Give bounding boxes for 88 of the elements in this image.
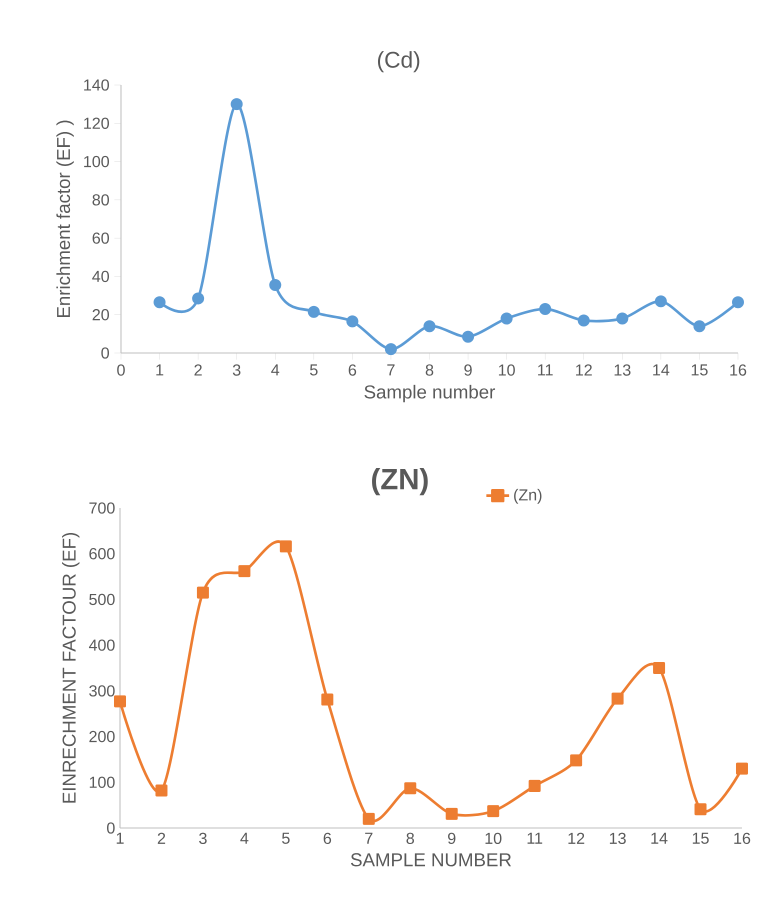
- point: [500, 312, 513, 325]
- x-tick-label: 14: [653, 364, 670, 376]
- x-tick-label: 3: [199, 832, 207, 844]
- y-tick-label: 700: [89, 502, 115, 514]
- x-tick-label: 2: [158, 832, 166, 844]
- x-tick-label: 5: [282, 832, 290, 844]
- y-axis-title: EINRECHMENT FACTOUR (EF): [62, 532, 80, 803]
- point: [192, 292, 204, 304]
- y-tick-label: 500: [89, 594, 115, 606]
- x-axis-title: Sample number: [364, 384, 496, 402]
- point: [155, 784, 168, 797]
- point: [114, 695, 126, 708]
- point: [570, 754, 582, 766]
- x-tick-label: 2: [194, 364, 202, 376]
- x-tick-label: 13: [610, 832, 626, 844]
- point: [616, 312, 628, 325]
- point: [612, 692, 624, 705]
- x-tick-label: 15: [692, 832, 709, 844]
- y-tick-label: 300: [89, 685, 115, 697]
- point: [528, 780, 541, 792]
- x-tick-label: 10: [486, 832, 502, 844]
- point: [384, 343, 397, 356]
- x-tick-label: 0: [117, 364, 125, 376]
- y-tick-label: 80: [92, 194, 109, 206]
- y-tick-label: 100: [90, 776, 115, 788]
- point: [578, 314, 590, 326]
- x-tick-label: 6: [324, 832, 332, 844]
- x-tick-label: 3: [232, 364, 240, 376]
- y-tick-label: 200: [89, 730, 115, 742]
- point: [346, 315, 358, 328]
- point: [362, 812, 375, 825]
- chart-title: (Cd): [378, 51, 420, 72]
- y-tick-label: 120: [84, 118, 109, 129]
- x-tick-label: 11: [538, 364, 553, 376]
- x-tick-label: 11: [528, 832, 542, 844]
- point: [196, 586, 209, 599]
- point: [269, 279, 282, 292]
- point: [654, 295, 667, 308]
- x-tick-label: 14: [651, 832, 668, 844]
- x-tick-label: 16: [730, 364, 746, 376]
- point: [446, 808, 458, 820]
- y-axis-title: Enrichment factor (EF) ): [56, 120, 74, 318]
- point: [321, 694, 334, 706]
- x-tick-label: 16: [734, 832, 750, 844]
- x-tick-label: 1: [156, 364, 164, 376]
- x-tick-label: 7: [387, 364, 395, 376]
- point: [230, 98, 243, 110]
- y-tick-label: 60: [92, 232, 109, 244]
- point: [694, 803, 707, 816]
- x-tick-label: 9: [448, 832, 456, 844]
- chart-title: (ZN): [372, 468, 428, 496]
- point: [693, 320, 706, 332]
- x-tick-label: 12: [576, 364, 592, 376]
- point: [539, 302, 552, 315]
- legend-label: (Zn): [514, 488, 542, 504]
- x-tick-label: 7: [365, 832, 372, 844]
- x-tick-label: 13: [614, 364, 630, 376]
- y-tick-label: 0: [101, 347, 110, 359]
- y-tick-label: 40: [92, 270, 109, 282]
- point: [280, 540, 292, 552]
- x-tick-label: 10: [498, 364, 515, 376]
- x-tick-label: 6: [348, 364, 356, 376]
- x-tick-label: 12: [568, 832, 584, 844]
- x-axis-title: SAMPLE NUMBER: [350, 853, 511, 866]
- x-tick-label: 8: [406, 832, 414, 844]
- point: [736, 762, 748, 775]
- y-tick-label: 100: [84, 156, 109, 168]
- x-tick-label: 4: [271, 364, 280, 376]
- point: [238, 565, 250, 578]
- point: [154, 296, 166, 308]
- x-tick-label: 8: [426, 364, 434, 376]
- point: [732, 296, 744, 308]
- x-tick-label: 15: [692, 364, 708, 376]
- point: [653, 662, 666, 674]
- y-tick-label: 600: [89, 548, 115, 560]
- x-tick-label: 1: [116, 832, 124, 844]
- x-tick-label: 5: [310, 364, 318, 376]
- point: [404, 782, 416, 794]
- y-tick-label: 140: [84, 79, 109, 91]
- x-tick-label: 9: [464, 364, 472, 376]
- point: [308, 306, 320, 318]
- point: [487, 805, 500, 818]
- point: [462, 330, 474, 343]
- y-tick-label: 400: [88, 639, 115, 651]
- point: [423, 320, 436, 332]
- y-tick-label: 0: [107, 822, 115, 834]
- y-tick-label: 20: [92, 309, 109, 320]
- x-tick-label: 4: [240, 832, 248, 844]
